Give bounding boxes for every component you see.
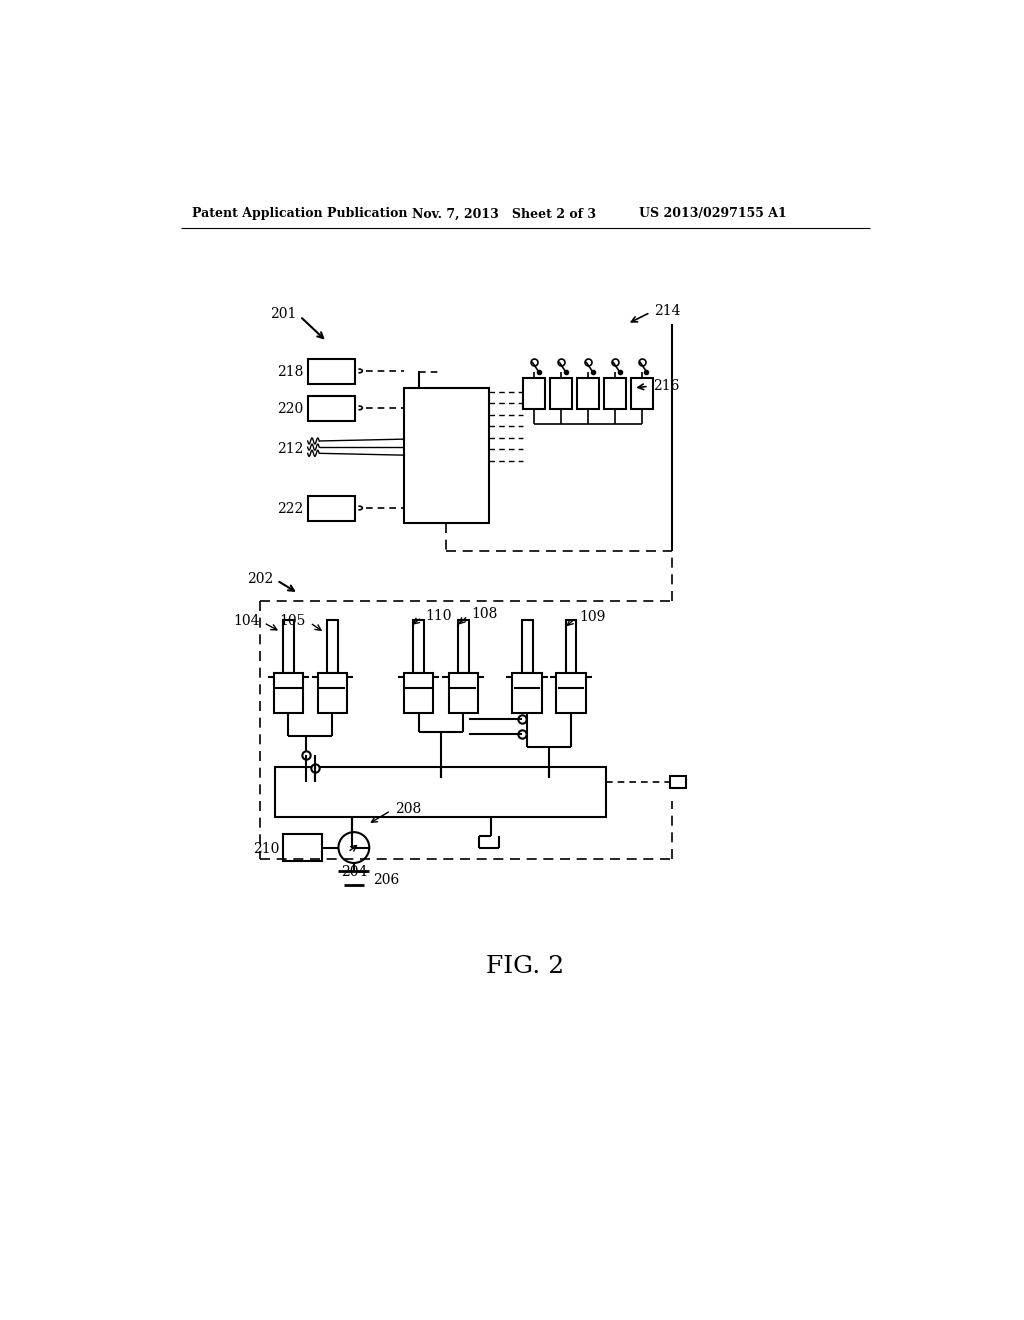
Text: Patent Application Publication: Patent Application Publication xyxy=(193,207,408,220)
Bar xyxy=(523,378,545,409)
Text: 206: 206 xyxy=(373,873,399,887)
Bar xyxy=(307,496,355,521)
Text: 222: 222 xyxy=(278,502,304,516)
Text: 210: 210 xyxy=(253,842,280,857)
Bar xyxy=(403,673,433,713)
Bar xyxy=(283,834,322,862)
Bar xyxy=(317,673,347,713)
Bar xyxy=(578,378,599,409)
Bar xyxy=(273,673,303,713)
Text: 202: 202 xyxy=(247,572,273,586)
Bar xyxy=(275,767,606,817)
Text: 208: 208 xyxy=(394,803,421,816)
Bar xyxy=(671,776,686,788)
Text: FIG. 2: FIG. 2 xyxy=(485,956,564,978)
Text: 212: 212 xyxy=(278,442,304,457)
Bar xyxy=(631,378,652,409)
Bar xyxy=(521,620,532,673)
Text: 109: 109 xyxy=(580,610,606,623)
Bar xyxy=(458,620,469,673)
Text: 110: 110 xyxy=(425,609,452,623)
Text: 201: 201 xyxy=(269,308,296,321)
Bar xyxy=(307,396,355,421)
Bar xyxy=(550,378,571,409)
Text: 216: 216 xyxy=(652,379,679,393)
Text: 214: 214 xyxy=(654,304,681,318)
Text: 108: 108 xyxy=(472,607,498,622)
Bar xyxy=(565,620,577,673)
Text: 104: 104 xyxy=(233,614,260,628)
Bar xyxy=(327,620,338,673)
Bar xyxy=(512,673,542,713)
Text: 220: 220 xyxy=(278,401,304,416)
Text: US 2013/0297155 A1: US 2013/0297155 A1 xyxy=(639,207,786,220)
Bar xyxy=(413,620,424,673)
Bar xyxy=(283,620,294,673)
Bar xyxy=(307,359,355,384)
Text: 105: 105 xyxy=(280,614,306,628)
Bar xyxy=(403,388,488,523)
Bar xyxy=(604,378,626,409)
Bar xyxy=(449,673,478,713)
Bar xyxy=(556,673,586,713)
Text: Nov. 7, 2013   Sheet 2 of 3: Nov. 7, 2013 Sheet 2 of 3 xyxy=(412,207,596,220)
Text: 218: 218 xyxy=(278,366,304,379)
Text: 204: 204 xyxy=(341,865,367,879)
